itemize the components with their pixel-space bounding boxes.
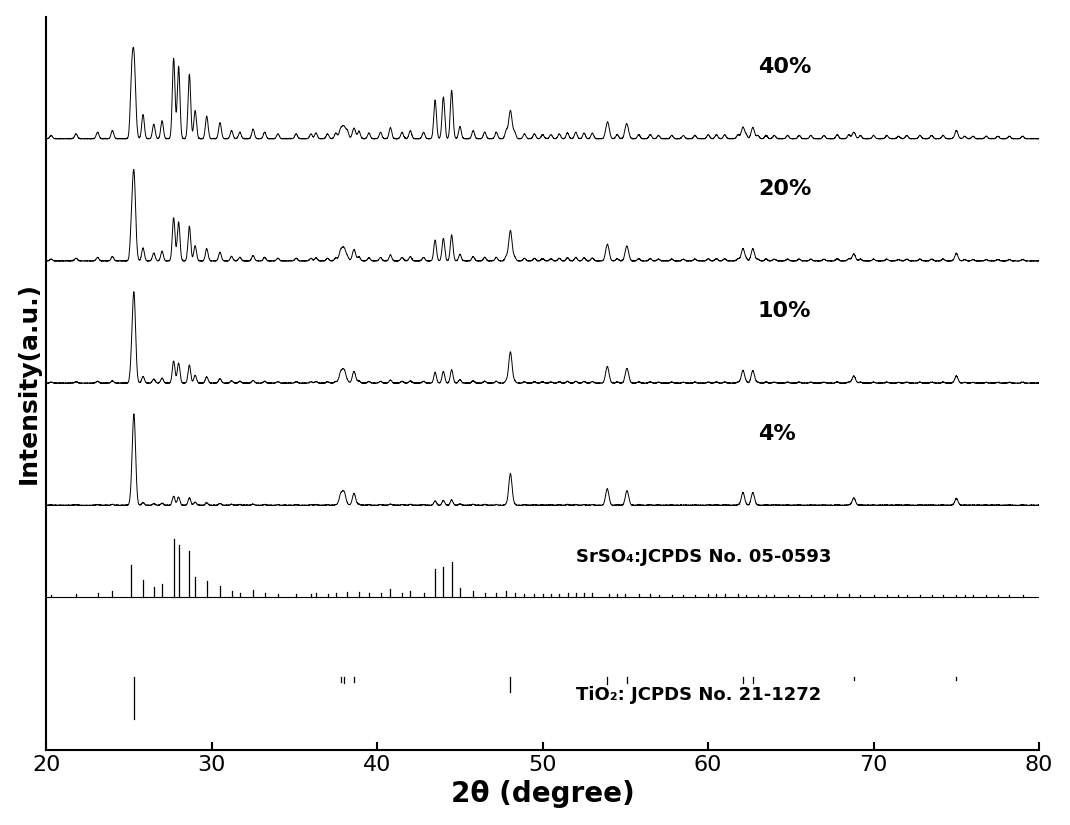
Y-axis label: Intensity(a.u.): Intensity(a.u.) — [17, 282, 41, 484]
Text: 20%: 20% — [758, 179, 811, 199]
Text: 10%: 10% — [758, 301, 811, 321]
X-axis label: 2θ (degree): 2θ (degree) — [450, 780, 635, 808]
Text: TiO₂: JCPDS No. 21-1272: TiO₂: JCPDS No. 21-1272 — [576, 686, 821, 704]
Text: 4%: 4% — [758, 423, 796, 444]
Text: 40%: 40% — [758, 57, 811, 77]
Text: SrSO₄:JCPDS No. 05-0593: SrSO₄:JCPDS No. 05-0593 — [576, 549, 831, 566]
